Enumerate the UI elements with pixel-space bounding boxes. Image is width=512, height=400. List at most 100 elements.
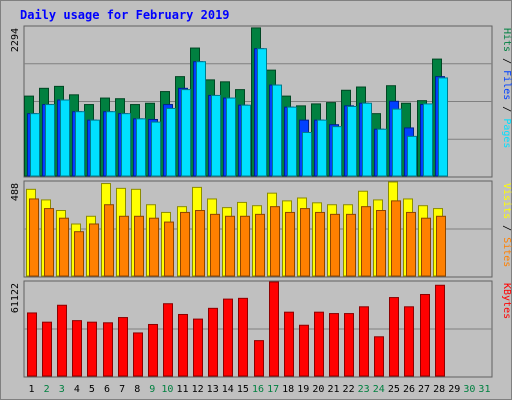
- x-tick-label: 24: [373, 384, 385, 395]
- bar-sites-day-22: [346, 213, 356, 277]
- x-tick-label: 28: [433, 384, 445, 395]
- legend-visits-sites: Visits / Sites: [501, 183, 512, 267]
- bar-kbytes-day-5: [87, 321, 97, 377]
- x-tick-label: 20: [312, 384, 324, 395]
- bar-kbytes-day-13: [208, 307, 218, 377]
- bar-kbytes-day-26: [404, 306, 414, 377]
- bar-pages-day-1: [30, 113, 40, 177]
- bar-kbytes-day-6: [103, 322, 113, 377]
- bar-sites-day-19: [300, 208, 310, 277]
- max-label-visits-sites: 488: [10, 183, 21, 201]
- bar-sites-day-18: [285, 211, 295, 277]
- bar-pages-day-2: [45, 104, 55, 177]
- x-tick-label: 16: [252, 384, 264, 395]
- bar-pages-day-27: [423, 103, 433, 177]
- bar-sites-day-7: [119, 215, 129, 277]
- legend-separator: /: [501, 52, 512, 70]
- bar-sites-day-24: [376, 210, 386, 277]
- bar-sites-day-4: [74, 231, 84, 277]
- bar-pages-day-23: [362, 102, 372, 177]
- bar-kbytes-day-19: [299, 324, 309, 377]
- bar-sites-day-23: [361, 206, 371, 277]
- bar-sites-day-26: [406, 211, 416, 277]
- x-tick-label: 9: [149, 384, 155, 395]
- legend-item-sites: Sites: [501, 237, 512, 267]
- bar-sites-day-10: [164, 221, 174, 277]
- x-tick-label: 3: [59, 384, 65, 395]
- bar-pages-day-28: [438, 77, 448, 177]
- panel-visits-sites: 488 Visits / Sites: [10, 180, 512, 278]
- bar-kbytes-day-17: [269, 281, 279, 377]
- x-tick-label: 11: [176, 384, 188, 395]
- bar-pages-day-6: [106, 111, 116, 177]
- bar-kbytes-day-8: [133, 332, 143, 377]
- bar-kbytes-day-25: [389, 297, 399, 377]
- bar-pages-day-26: [407, 135, 417, 177]
- bar-kbytes-day-2: [42, 321, 52, 377]
- bar-sites-day-28: [436, 215, 446, 277]
- x-tick-label: 18: [282, 384, 294, 395]
- bar-kbytes-day-22: [344, 313, 354, 377]
- bar-sites-day-12: [195, 210, 205, 277]
- bar-sites-day-1: [29, 198, 39, 277]
- bar-kbytes-day-12: [193, 318, 203, 377]
- x-tick-label: 21: [327, 384, 339, 395]
- bar-sites-day-21: [330, 213, 340, 277]
- bar-kbytes-day-27: [420, 293, 430, 377]
- bar-kbytes-day-18: [284, 311, 294, 377]
- bar-sites-day-2: [44, 208, 54, 277]
- bar-sites-day-6: [104, 204, 114, 277]
- x-tick-label: 4: [74, 384, 80, 395]
- bar-kbytes-day-24: [374, 336, 384, 377]
- bar-pages-day-15: [241, 104, 251, 177]
- legend-kbytes: KBytes: [501, 283, 512, 319]
- x-tick-label: 1: [29, 384, 35, 395]
- legend-item-files: Files: [501, 70, 512, 100]
- x-tick-label: 31: [478, 384, 490, 395]
- x-tick-label: 19: [297, 384, 309, 395]
- bar-kbytes-day-21: [329, 313, 339, 377]
- bar-kbytes-day-1: [27, 312, 37, 377]
- bar-pages-day-3: [60, 99, 70, 177]
- legend-separator: /: [501, 100, 512, 118]
- bar-pages-day-20: [317, 119, 327, 177]
- x-tick-label: 5: [89, 384, 95, 395]
- bar-pages-day-12: [196, 61, 206, 177]
- bar-pages-day-24: [377, 128, 387, 177]
- x-tick-label: 26: [403, 384, 415, 395]
- bar-sites-day-3: [59, 217, 69, 277]
- bar-pages-day-17: [272, 84, 282, 177]
- x-tick-label: 22: [343, 384, 355, 395]
- bar-sites-day-11: [180, 211, 190, 277]
- bar-pages-day-25: [392, 108, 402, 177]
- legend-item-visits: Visits: [501, 183, 512, 219]
- x-tick-label: 25: [388, 384, 400, 395]
- legend-item-kbytes: KBytes: [501, 283, 512, 319]
- max-label-hits-files-pages: 2294: [10, 28, 21, 52]
- bar-pages-day-16: [257, 48, 267, 177]
- x-tick-label: 2: [44, 384, 50, 395]
- bar-sites-day-20: [315, 211, 325, 277]
- bar-kbytes-day-9: [148, 323, 158, 377]
- bar-pages-day-18: [287, 106, 297, 177]
- bar-kbytes-day-20: [314, 311, 324, 377]
- bar-sites-day-15: [240, 215, 250, 277]
- x-tick-label: 13: [207, 384, 219, 395]
- x-tick-label: 12: [192, 384, 204, 395]
- bar-pages-day-10: [166, 107, 176, 177]
- bar-sites-day-16: [255, 213, 265, 277]
- bar-pages-day-14: [226, 97, 236, 177]
- bar-sites-day-13: [210, 213, 220, 277]
- x-tick-label: 29: [448, 384, 460, 395]
- legend-item-pages: Pages: [501, 118, 512, 148]
- bar-pages-day-21: [332, 126, 342, 177]
- bar-sites-day-5: [89, 223, 99, 277]
- bar-pages-day-5: [90, 119, 100, 177]
- x-tick-label: 15: [237, 384, 249, 395]
- bar-kbytes-day-7: [118, 317, 128, 377]
- bar-sites-day-17: [270, 206, 280, 277]
- bar-kbytes-day-3: [57, 304, 67, 377]
- bar-kbytes-day-10: [163, 303, 173, 377]
- x-tick-label: 14: [222, 384, 234, 395]
